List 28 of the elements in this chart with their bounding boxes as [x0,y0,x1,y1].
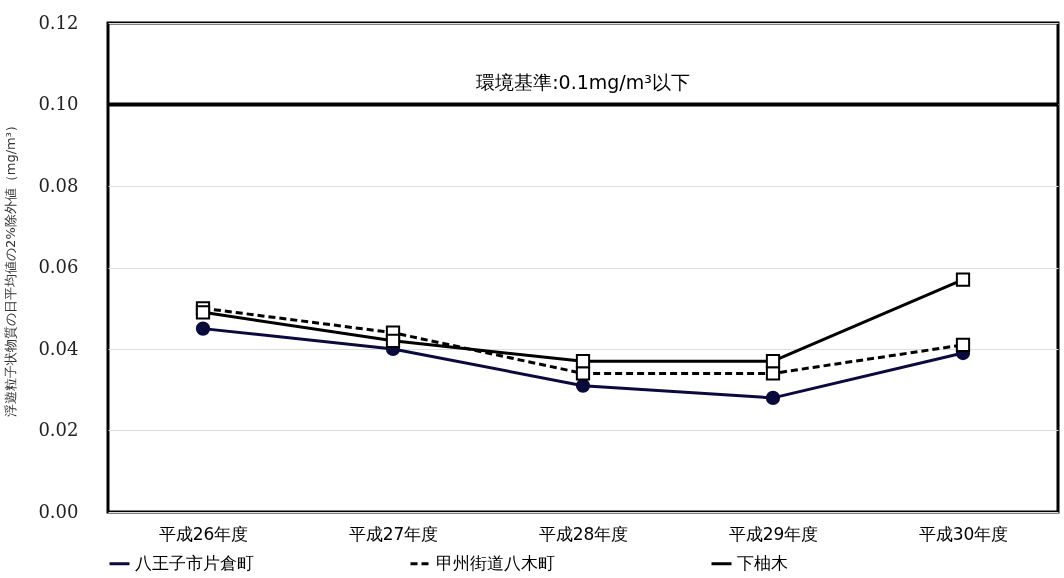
point [575,378,591,393]
point [765,390,781,406]
point [385,333,401,348]
point [575,366,591,381]
legend-label: 甲州街道八木町 [436,552,555,573]
x-tick-label: 平成27年度 [348,523,439,544]
x-tick-label: 平成30年度 [918,523,1009,544]
ref-line-label: 環境基準:0.1mg/m³以下 [476,70,690,93]
point [765,366,781,381]
x-tick-label: 平成29年度 [728,523,819,544]
legend-label: 下柚木 [737,552,788,573]
x-tick-label: 平成26年度 [158,523,249,544]
x-tick-label: 平成28年度 [538,523,629,544]
legend-label: 八王子市片倉町 [135,552,254,573]
y-tick-label: 0.02 [38,419,79,440]
point [195,321,211,336]
y-tick-label: 0.04 [38,337,79,359]
point [955,272,971,287]
y-tick-label: 0.08 [38,174,79,196]
y-tick-label: 0.12 [38,11,79,33]
point [575,354,591,369]
point [765,354,781,369]
point [955,337,971,353]
y-tick-label: 0.06 [38,256,79,277]
y-tick-label: 0.00 [38,500,79,522]
y-tick-label: 0.10 [38,93,79,114]
y-axis-title: 浮遊粒子状物質の日平均値の2%除外値（mg/m³） [3,119,19,417]
point [195,305,211,320]
